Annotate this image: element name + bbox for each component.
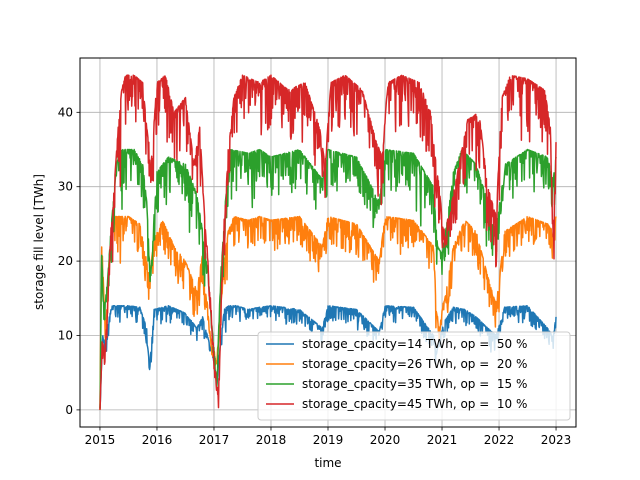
- x-tick-label: 2018: [256, 433, 287, 447]
- y-tick-label: 0: [65, 403, 73, 417]
- x-axis-ticks: 2015 2016 2017 2018 2019 2020 2021 2022 2023: [85, 427, 572, 447]
- y-tick-label: 30: [58, 180, 73, 194]
- x-tick-label: 2023: [541, 433, 572, 447]
- x-tick-label: 2019: [313, 433, 344, 447]
- y-tick-label: 10: [58, 328, 73, 342]
- y-axis-ticks: 0 10 20 30 40: [58, 105, 80, 417]
- legend-frame: [257, 331, 571, 421]
- y-tick-label: 40: [58, 105, 73, 119]
- series-line-2: [99, 215, 557, 410]
- legend-entry-label: storage_cpacity=14 TWh, op = 50 %: [302, 337, 527, 351]
- x-tick-label: 2015: [85, 433, 116, 447]
- y-axis-label: storage fill level [TWh]: [32, 174, 46, 310]
- series-line-3: [99, 148, 557, 409]
- x-tick-label: 2017: [199, 433, 230, 447]
- series-line-4: [99, 74, 557, 410]
- x-tick-label: 2020: [370, 433, 401, 447]
- legend-entry-label: storage_cpacity=45 TWh, op = 10 %: [302, 397, 527, 411]
- x-tick-label: 2022: [484, 433, 515, 447]
- series-layer: [99, 74, 557, 410]
- x-tick-label: 2016: [142, 433, 173, 447]
- y-tick-label: 20: [58, 254, 73, 268]
- x-axis-label: time: [314, 456, 341, 470]
- legend: storage_cpacity=14 TWh, op = 50 % storage…: [257, 331, 571, 421]
- legend-entry-label: storage_cpacity=26 TWh, op = 20 %: [302, 357, 527, 371]
- x-tick-label: 2021: [427, 433, 458, 447]
- legend-entry-label: storage_cpacity=35 TWh, op = 15 %: [302, 377, 527, 391]
- series-line-1: [99, 304, 557, 409]
